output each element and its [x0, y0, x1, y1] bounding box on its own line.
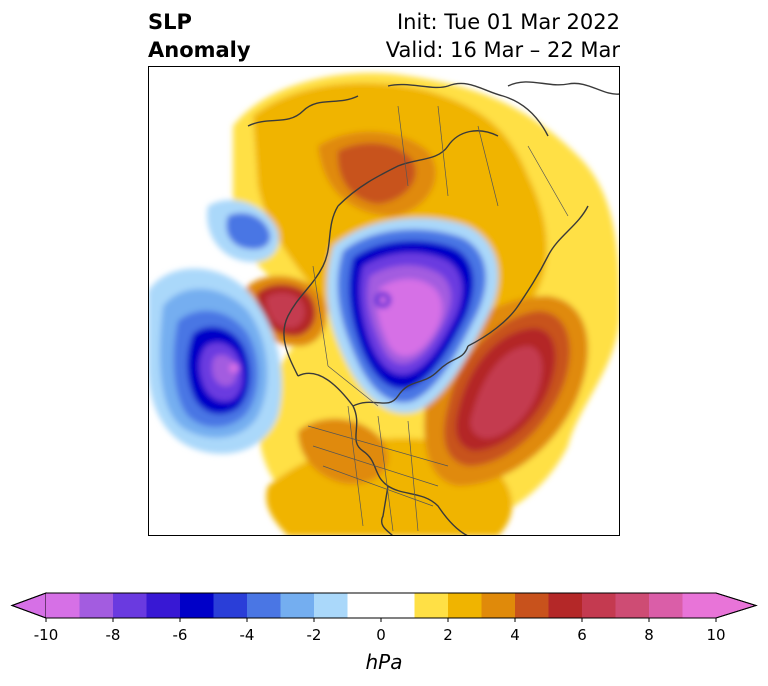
colorbar-tick-label: 8 — [644, 626, 654, 644]
valid-period-label: Valid: 16 Mar – 22 Mar — [385, 38, 620, 62]
colorbar-segment — [247, 593, 281, 618]
colorbar-tick-label: -6 — [172, 626, 188, 644]
colorbar-segment — [347, 593, 382, 618]
colorbar-extend-min — [10, 592, 47, 619]
positive-anomaly-atlantic — [444, 311, 570, 466]
title-variable: SLP — [148, 10, 192, 34]
colorbar-tick-label: -2 — [306, 626, 322, 644]
colorbar-tick-label: 4 — [510, 626, 520, 644]
colorbar-tick-label: 2 — [443, 626, 453, 644]
colorbar-segment — [548, 593, 583, 618]
colorbar-segment — [46, 593, 80, 618]
colorbar-segment — [649, 593, 683, 618]
colorbar-segment — [448, 593, 482, 618]
colorbar-segment — [682, 593, 717, 618]
negative-anomaly-pacific — [148, 200, 282, 454]
colorbar-segment — [515, 593, 549, 618]
colorbar-segment — [280, 593, 315, 618]
map-border — [148, 66, 620, 536]
colorbar-segment — [582, 593, 616, 618]
colorbar-segment — [213, 593, 248, 618]
slp-anomaly-map — [148, 66, 620, 536]
map-title-left: SLP Anomaly — [148, 8, 251, 64]
colorbar-segment — [146, 593, 181, 618]
coastlines — [247, 81, 620, 536]
colorbar-segment — [615, 593, 650, 618]
init-date-label: Init: Tue 01 Mar 2022 — [396, 10, 620, 34]
colorbar-segment — [314, 593, 348, 618]
colorbar-segment — [481, 593, 516, 618]
colorbar-unit-label: hPa — [365, 650, 403, 674]
colorbar-segment — [414, 593, 449, 618]
colorbar-extend-max — [715, 592, 758, 619]
colorbar-segment — [79, 593, 114, 618]
colorbar-tick-label: 10 — [706, 626, 726, 644]
colorbar — [10, 592, 758, 622]
colorbar-tick-label: 6 — [577, 626, 587, 644]
colorbar-segment — [381, 593, 415, 618]
colorbar-tick-label: -8 — [105, 626, 121, 644]
map-title-right: Init: Tue 01 Mar 2022 Valid: 16 Mar – 22… — [386, 8, 620, 64]
colorbar-tick-label: -4 — [239, 626, 255, 644]
political-boundaries — [307, 105, 569, 532]
colorbar-tick-label: -10 — [33, 626, 59, 644]
negative-anomaly-arctic — [326, 217, 499, 414]
colorbar-segment — [113, 593, 147, 618]
colorbar-tick-label: 0 — [376, 626, 386, 644]
colorbar-segment — [180, 593, 214, 618]
title-type: Anomaly — [148, 38, 251, 62]
